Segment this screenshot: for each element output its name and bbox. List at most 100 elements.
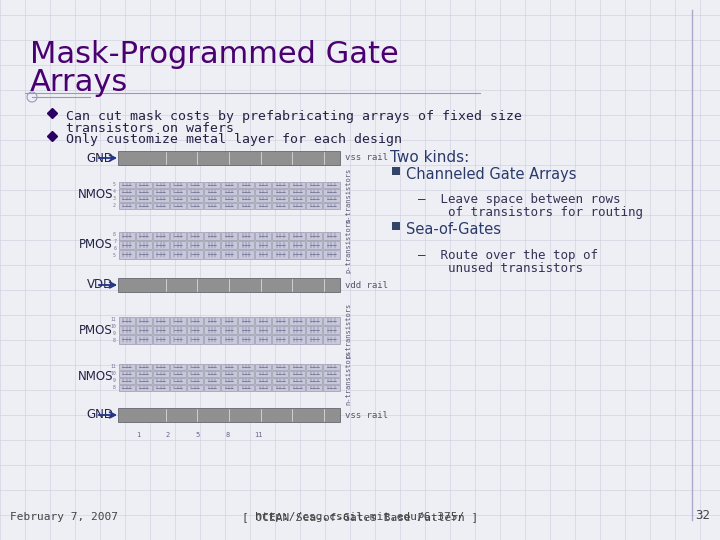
Bar — [255, 384, 271, 390]
Bar — [289, 232, 305, 240]
Bar — [170, 241, 186, 249]
Bar — [306, 232, 323, 240]
Bar — [289, 363, 305, 369]
Bar — [170, 326, 186, 334]
Bar — [204, 195, 220, 201]
Text: 10: 10 — [110, 324, 116, 329]
Bar — [170, 195, 186, 201]
Text: –  Leave space between rows: – Leave space between rows — [418, 193, 621, 206]
Bar — [153, 370, 168, 376]
Bar — [323, 335, 340, 343]
Bar — [119, 188, 135, 194]
Text: 4: 4 — [113, 189, 116, 194]
Text: PMOS: PMOS — [79, 239, 113, 252]
Bar — [170, 250, 186, 259]
Text: Can cut mask costs by prefabricating arrays of fixed size: Can cut mask costs by prefabricating arr… — [66, 110, 522, 123]
Bar — [221, 181, 237, 187]
Text: 5: 5 — [113, 253, 116, 258]
Bar — [186, 326, 203, 334]
Bar — [186, 181, 203, 187]
Text: Sea-of-Gates: Sea-of-Gates — [406, 222, 501, 237]
Text: [ OCEAN Sea-of-Gates Base Pattern ]: [ OCEAN Sea-of-Gates Base Pattern ] — [242, 512, 478, 522]
Bar — [170, 377, 186, 383]
Bar — [186, 195, 203, 201]
Bar — [204, 316, 220, 325]
Text: 8: 8 — [113, 232, 116, 237]
Bar — [119, 370, 135, 376]
Bar — [306, 384, 323, 390]
Bar — [323, 181, 340, 187]
Bar — [289, 250, 305, 259]
Bar — [186, 316, 203, 325]
Bar — [135, 384, 152, 390]
Bar — [238, 202, 254, 208]
Bar — [170, 316, 186, 325]
Bar — [204, 241, 220, 249]
Bar — [186, 370, 203, 376]
Bar — [119, 316, 135, 325]
Bar — [221, 232, 237, 240]
Bar — [255, 181, 271, 187]
Bar — [255, 241, 271, 249]
Bar — [204, 326, 220, 334]
Bar — [306, 363, 323, 369]
Bar — [204, 202, 220, 208]
Bar — [221, 188, 237, 194]
Bar — [238, 377, 254, 383]
Text: p-transistors: p-transistors — [345, 218, 351, 273]
Text: p-transistors: p-transistors — [345, 302, 351, 357]
Text: Mask-Programmed Gate: Mask-Programmed Gate — [30, 40, 399, 69]
Bar — [119, 250, 135, 259]
Bar — [289, 188, 305, 194]
Bar — [186, 384, 203, 390]
Bar — [238, 384, 254, 390]
Bar — [135, 241, 152, 249]
Text: NMOS: NMOS — [78, 370, 113, 383]
Bar — [170, 202, 186, 208]
Bar — [135, 363, 152, 369]
Bar — [119, 195, 135, 201]
Bar — [272, 370, 288, 376]
Bar — [306, 188, 323, 194]
Bar — [272, 188, 288, 194]
Bar — [272, 241, 288, 249]
Bar — [238, 188, 254, 194]
Text: Arrays: Arrays — [30, 68, 128, 97]
Text: 5: 5 — [196, 432, 200, 438]
Bar — [238, 250, 254, 259]
Text: 2: 2 — [166, 432, 170, 438]
Bar — [272, 316, 288, 325]
Bar — [289, 202, 305, 208]
Bar — [153, 188, 168, 194]
Text: GND: GND — [86, 152, 113, 165]
Bar — [170, 232, 186, 240]
Bar — [153, 384, 168, 390]
Bar — [238, 241, 254, 249]
Text: transistors on wafers: transistors on wafers — [66, 122, 234, 135]
Bar — [323, 188, 340, 194]
Text: vdd rail: vdd rail — [345, 280, 388, 289]
Text: vss rail: vss rail — [345, 410, 388, 420]
Bar — [118, 408, 340, 422]
Bar — [119, 241, 135, 249]
Bar — [323, 370, 340, 376]
Bar — [323, 363, 340, 369]
Bar — [255, 326, 271, 334]
Bar — [170, 363, 186, 369]
Bar — [255, 335, 271, 343]
Bar — [289, 316, 305, 325]
Bar — [153, 232, 168, 240]
Bar — [135, 181, 152, 187]
Bar — [306, 241, 323, 249]
Bar — [221, 316, 237, 325]
Bar — [306, 335, 323, 343]
Bar — [323, 384, 340, 390]
Text: 2: 2 — [113, 203, 116, 208]
Bar — [119, 377, 135, 383]
Bar — [323, 241, 340, 249]
Bar — [323, 250, 340, 259]
Bar — [272, 377, 288, 383]
Text: vss rail: vss rail — [345, 153, 388, 163]
Bar — [255, 316, 271, 325]
Bar — [238, 181, 254, 187]
